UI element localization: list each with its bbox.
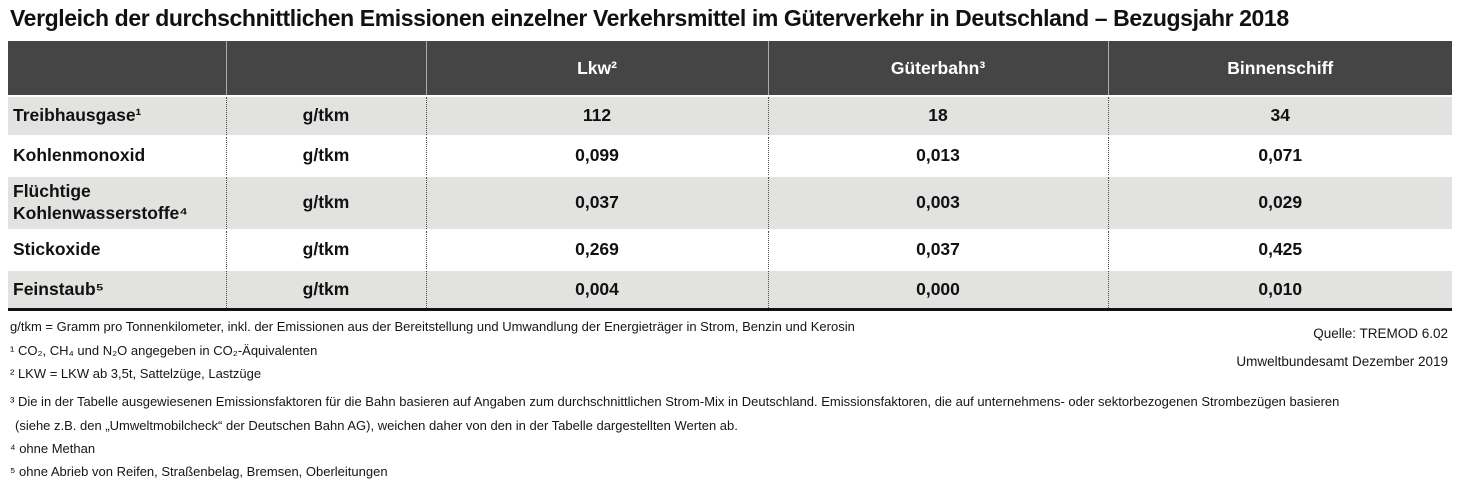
footnote-3-strommix: ³ Die in der Tabelle ausgewiesenen Emiss… [10, 394, 1340, 410]
col-header-lkw: Lkw² [425, 41, 768, 96]
row-unit: g/tkm [225, 176, 426, 230]
col-header-gueterbahn: Güterbahn³ [767, 41, 1108, 96]
footnote-4-ohne-methan: ⁴ ohne Methan [10, 440, 96, 456]
cell-value-gueterbahn: 18 [767, 96, 1108, 136]
cell-value-binnenschiff: 0,029 [1107, 176, 1452, 230]
footnote-1-co2-aequivalente: ¹ CO₂, CH₄ und N₂O angegeben in CO₂-Äqui… [10, 342, 318, 358]
table-header: Lkw² Güterbahn³ Binnenschiff [8, 41, 1452, 96]
row-unit: g/tkm [225, 269, 426, 310]
col-header-empty-label [8, 41, 226, 96]
cell-value-lkw: 0,004 [425, 269, 768, 310]
footnote-3-continuation: (siehe z.B. den „Umweltmobilcheck“ der D… [15, 417, 738, 433]
row-label: Kohlenmonoxid [13, 145, 146, 166]
row-unit: g/tkm [225, 96, 426, 136]
cell-value-gueterbahn: 0,000 [767, 269, 1108, 310]
cell-value-lkw: 112 [425, 96, 768, 136]
table-row-feinstaub: Feinstaub⁵ g/tkm 0,004 0,000 0,010 [8, 269, 1452, 310]
source-publisher: Umweltbundesamt Dezember 2019 [1236, 353, 1448, 369]
row-label: Feinstaub⁵ [13, 278, 104, 299]
source-quelle: Quelle: TREMOD 6.02 [1313, 326, 1448, 341]
source-block: Quelle: TREMOD 6.02 Umweltbundesamt Deze… [1236, 326, 1448, 381]
cell-value-lkw: 0,269 [425, 229, 768, 270]
footnote-5-ohne-abrieb: ⁵ ohne Abrieb von Reifen, Straßenbelag, … [10, 464, 388, 480]
cell-value-lkw: 0,037 [425, 176, 768, 230]
page-title: Vergleich der durchschnittlichen Emissio… [10, 5, 1289, 31]
cell-value-binnenschiff: 0,071 [1107, 136, 1452, 176]
row-label: Treibhausgase¹ [13, 105, 142, 126]
table-row-stickoxide: Stickoxide g/tkm 0,269 0,037 0,425 [8, 229, 1452, 270]
cell-value-binnenschiff: 0,010 [1107, 269, 1452, 310]
footnote-unit-definition: g/tkm = Gramm pro Tonnenkilometer, inkl.… [10, 319, 855, 335]
row-label: Stickoxide [13, 238, 101, 259]
row-label: Flüchtige Kohlenwasserstoffe⁴ [13, 181, 188, 223]
cell-value-gueterbahn: 0,013 [767, 136, 1108, 176]
col-header-empty-unit [225, 41, 426, 96]
cell-value-binnenschiff: 0,425 [1107, 229, 1452, 270]
cell-value-lkw: 0,099 [425, 136, 768, 176]
emissions-table: Lkw² Güterbahn³ Binnenschiff Treibhausga… [8, 41, 1452, 312]
row-unit: g/tkm [225, 229, 426, 270]
cell-value-binnenschiff: 34 [1107, 96, 1452, 136]
row-unit: g/tkm [225, 136, 426, 176]
col-header-binnenschiff: Binnenschiff [1107, 41, 1452, 96]
footnotes-block: g/tkm = Gramm pro Tonnenkilometer, inkl.… [10, 319, 1340, 480]
cell-value-gueterbahn: 0,003 [767, 176, 1108, 230]
table-row-fluechtige-kohlenwasserstoffe: Flüchtige Kohlenwasserstoffe⁴ g/tkm 0,03… [8, 176, 1452, 230]
cell-value-gueterbahn: 0,037 [767, 229, 1108, 270]
table-row-treibhausgase: Treibhausgase¹ g/tkm 112 18 34 [8, 96, 1452, 136]
footnote-2-lkw-definition: ² LKW = LKW ab 3,5t, Sattelzüge, Lastzüg… [10, 366, 262, 382]
table-row-kohlenmonoxid: Kohlenmonoxid g/tkm 0,099 0,013 0,071 [8, 136, 1452, 176]
